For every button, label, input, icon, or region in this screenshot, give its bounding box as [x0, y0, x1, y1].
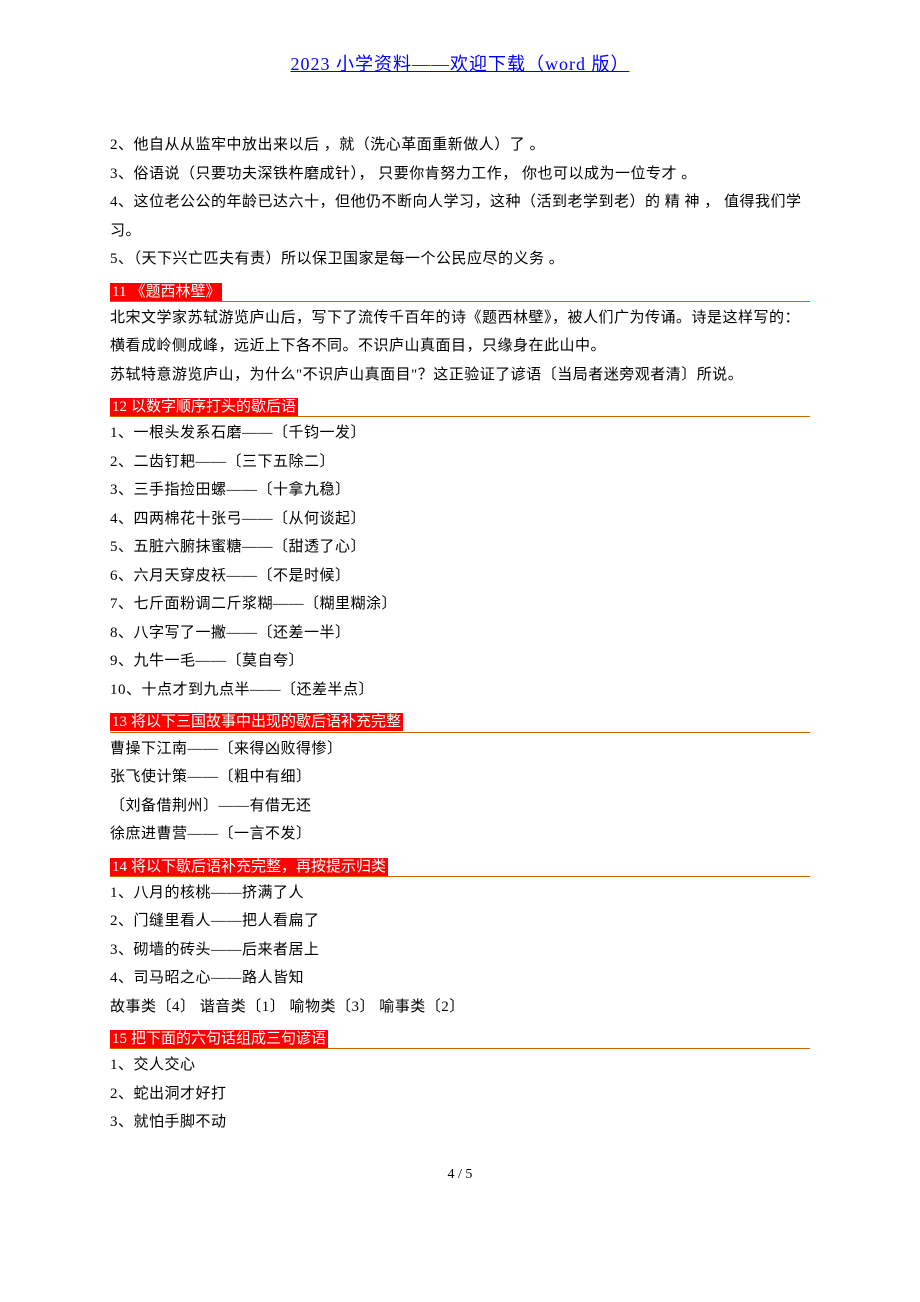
section-item: 1、交人交心	[110, 1051, 810, 1080]
section-12: 12以数字顺序打头的歇后语 1、一根头发系石磨——〔千钧一发〕 2、二齿钉耙——…	[110, 397, 810, 704]
section-number-badge: 15	[110, 1030, 129, 1048]
section-item: 苏轼特意游览庐山，为什么"不识庐山真面目"？这正验证了谚语〔当局者迷旁观者清〕所…	[110, 361, 810, 390]
section-item: 2、门缝里看人——把人看扁了	[110, 907, 810, 936]
section-item: 曹操下江南——〔来得凶败得惨〕	[110, 735, 810, 764]
section-item: 5、五脏六腑抹蜜糖——〔甜透了心〕	[110, 533, 810, 562]
section-item: 4、司马昭之心——路人皆知	[110, 964, 810, 993]
section-item: 1、八月的核桃——挤满了人	[110, 879, 810, 908]
section-item: 张飞使计策——〔粗中有细〕	[110, 763, 810, 792]
section-heading: 14将以下歇后语补充完整，再按提示归类	[110, 857, 810, 876]
section-item: 2、二齿钉耙——〔三下五除二〕	[110, 448, 810, 477]
section-item: 徐庶进曹营——〔一言不发〕	[110, 820, 810, 849]
section-item: 1、一根头发系石磨——〔千钧一发〕	[110, 419, 810, 448]
section-divider	[110, 301, 810, 302]
intro-line: 4、这位老公公的年龄已达六十，但他仍不断向人学习，这种（活到老学到老）的 精 神…	[110, 188, 810, 245]
page-footer: 4 / 5	[110, 1167, 810, 1183]
section-heading: 11《题西林壁》	[110, 282, 810, 301]
document-page: 2023 小学资料——欢迎下载（word 版） 2、他自从从监牢中放出来以后 ，…	[0, 0, 920, 1223]
section-divider	[110, 416, 810, 417]
section-item: 3、三手指捡田螺——〔十拿九稳〕	[110, 476, 810, 505]
section-item: 7、七斤面粉调二斤浆糊——〔糊里糊涂〕	[110, 590, 810, 619]
section-item: 8、八字写了一撇——〔还差一半〕	[110, 619, 810, 648]
section-number-badge: 14	[110, 858, 129, 876]
section-number-badge: 12	[110, 398, 129, 416]
section-divider	[110, 1048, 810, 1049]
section-heading: 12以数字顺序打头的歇后语	[110, 397, 810, 416]
section-number-badge: 11	[110, 283, 128, 301]
section-item: 故事类〔4〕 谐音类〔1〕 喻物类〔3〕 喻事类〔2〕	[110, 993, 810, 1022]
section-title-badge: 将以下三国故事中出现的歇后语补充完整	[129, 713, 403, 731]
section-item: 3、砌墙的砖头——后来者居上	[110, 936, 810, 965]
section-title-badge: 把下面的六句话组成三句谚语	[129, 1030, 328, 1048]
section-item: 〔刘备借荆州〕——有借无还	[110, 792, 810, 821]
section-heading: 15把下面的六句话组成三句谚语	[110, 1029, 810, 1048]
section-11: 11《题西林壁》 北宋文学家苏轼游览庐山后，写下了流传千百年的诗《题西林壁》，被…	[110, 282, 810, 390]
intro-line: 2、他自从从监牢中放出来以后 ，就（洗心革面重新做人）了 。	[110, 131, 810, 160]
section-item: 6、六月天穿皮袄——〔不是时候〕	[110, 562, 810, 591]
section-item: 3、就怕手脚不动	[110, 1108, 810, 1137]
intro-line: 5、（天下兴亡匹夫有责）所以保卫国家是每一个公民应尽的义务 。	[110, 245, 810, 274]
section-title-badge: 将以下歇后语补充完整，再按提示归类	[129, 858, 388, 876]
section-divider	[110, 876, 810, 877]
section-15: 15把下面的六句话组成三句谚语 1、交人交心 2、蛇出洞才好打 3、就怕手脚不动	[110, 1029, 810, 1137]
section-item: 北宋文学家苏轼游览庐山后，写下了流传千百年的诗《题西林壁》，被人们广为传诵。诗是…	[110, 304, 810, 361]
section-item: 2、蛇出洞才好打	[110, 1080, 810, 1109]
header-download-link[interactable]: 2023 小学资料——欢迎下载（word 版）	[110, 50, 810, 76]
intro-block: 2、他自从从监牢中放出来以后 ，就（洗心革面重新做人）了 。 3、俗语说（只要功…	[110, 131, 810, 274]
section-item: 9、九牛一毛——〔莫自夸〕	[110, 647, 810, 676]
section-13: 13将以下三国故事中出现的歇后语补充完整 曹操下江南——〔来得凶败得惨〕 张飞使…	[110, 712, 810, 848]
section-14: 14将以下歇后语补充完整，再按提示归类 1、八月的核桃——挤满了人 2、门缝里看…	[110, 857, 810, 1022]
section-title-badge: 《题西林壁》	[128, 283, 222, 301]
section-item: 10、十点才到九点半——〔还差半点〕	[110, 676, 810, 705]
section-title-badge: 以数字顺序打头的歇后语	[129, 398, 298, 416]
page-number: 4 / 5	[448, 1167, 473, 1182]
section-number-badge: 13	[110, 713, 129, 731]
intro-line: 3、俗语说（只要功夫深铁杵磨成针）， 只要你肯努力工作， 你也可以成为一位专才 …	[110, 160, 810, 189]
section-item: 4、四两棉花十张弓——〔从何谈起〕	[110, 505, 810, 534]
section-heading: 13将以下三国故事中出现的歇后语补充完整	[110, 712, 810, 731]
section-divider	[110, 732, 810, 733]
